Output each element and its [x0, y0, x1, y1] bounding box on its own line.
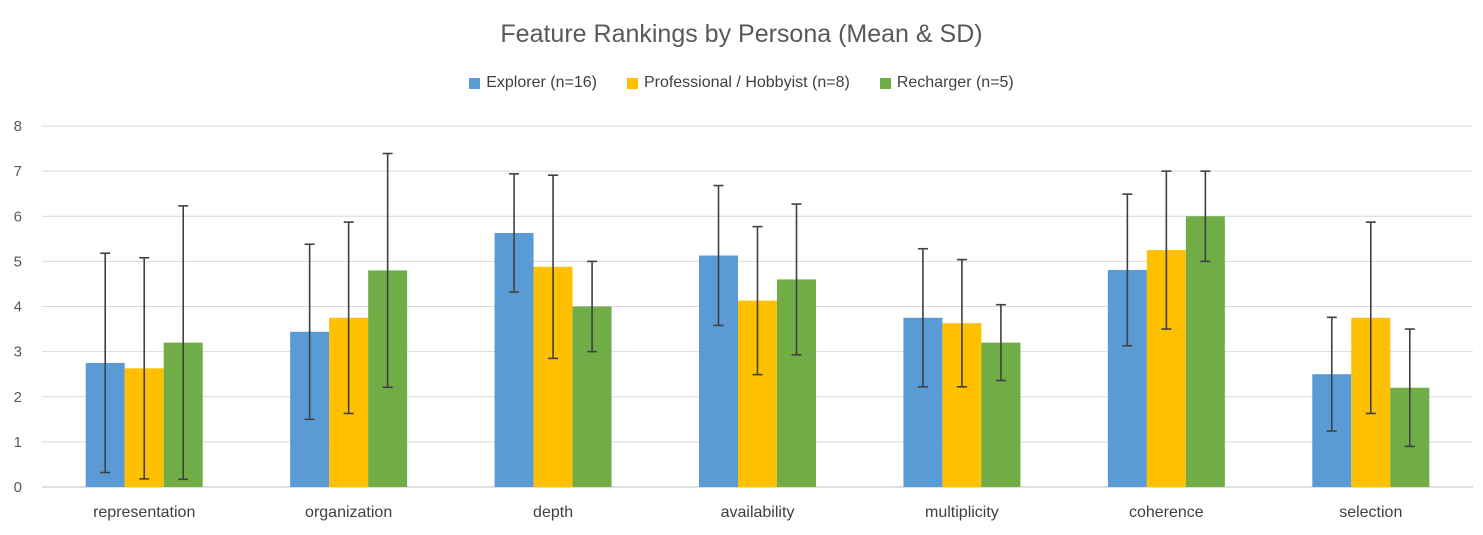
- legend-swatch-professional-hobbyist: [626, 77, 638, 89]
- y-tick-label: 4: [14, 299, 22, 316]
- x-tick-label: multiplicity: [925, 504, 999, 521]
- y-tick-label: 1: [14, 434, 22, 451]
- y-tick-label: 8: [14, 118, 22, 135]
- x-tick-label: coherence: [1129, 504, 1204, 521]
- x-tick-label: selection: [1339, 504, 1402, 521]
- x-tick-label: representation: [93, 504, 195, 521]
- legend-swatch-explorer: [469, 77, 481, 89]
- x-tick-label: organization: [305, 504, 392, 521]
- legend-swatch-recharger: [879, 77, 891, 89]
- legend: Explorer (n=16) Professional / Hobbyist …: [0, 74, 1483, 92]
- chart-title: Feature Rankings by Persona (Mean & SD): [500, 20, 983, 48]
- y-tick-label: 5: [14, 253, 22, 270]
- legend-item-professional-hobbyist[interactable]: Professional / Hobbyist (n=8): [626, 74, 850, 92]
- legend-item-recharger[interactable]: Recharger (n=5): [879, 74, 1014, 92]
- legend-label-recharger: Recharger (n=5): [896, 74, 1014, 91]
- y-tick-label: 2: [14, 389, 22, 406]
- legend-item-explorer[interactable]: Explorer (n=16): [469, 74, 597, 92]
- y-tick-label: 3: [14, 344, 22, 361]
- y-tick-label: 0: [14, 479, 22, 496]
- y-tick-label: 7: [14, 163, 22, 180]
- x-tick-label: availability: [721, 504, 795, 521]
- y-tick-label: 6: [14, 208, 22, 225]
- legend-label-professional-hobbyist: Professional / Hobbyist (n=8): [643, 74, 850, 91]
- x-tick-label: depth: [533, 504, 573, 521]
- legend-label-explorer: Explorer (n=16): [486, 74, 597, 91]
